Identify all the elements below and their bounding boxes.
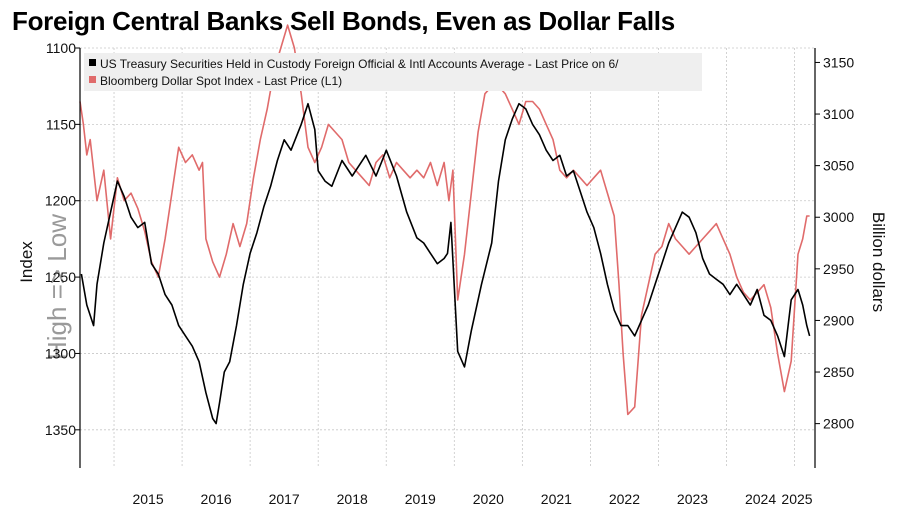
left-axis-ticks: 1100 1150 1200 1250 1300 1350 bbox=[45, 40, 80, 438]
right-tick-label: 3150 bbox=[823, 54, 854, 70]
grid bbox=[80, 47, 815, 468]
x-tick-label: 2024 bbox=[745, 491, 776, 507]
x-axis-ticks: 2015 2016 2017 2018 2019 2020 2021 2022 2023 2024… bbox=[132, 491, 812, 507]
left-axis-label: Index bbox=[17, 241, 36, 283]
right-axis-ticks: 2800 2850 2900 2950 3000 3050 3100 3150 bbox=[815, 54, 854, 432]
right-tick-label: 2950 bbox=[823, 261, 854, 277]
x-tick-label: 2016 bbox=[201, 491, 232, 507]
legend-swatch-treasury bbox=[89, 59, 96, 66]
right-tick-label: 3100 bbox=[823, 106, 854, 122]
right-tick-label: 3050 bbox=[823, 158, 854, 174]
x-tick-label: 2022 bbox=[609, 491, 640, 507]
left-tick-label: 1250 bbox=[45, 269, 76, 285]
chart-title: Foreign Central Banks Sell Bonds, Even a… bbox=[12, 6, 675, 36]
x-tick-label: 2017 bbox=[269, 491, 300, 507]
x-tick-label: 2021 bbox=[541, 491, 572, 507]
legend-entry-treasury: US Treasury Securities Held in Custody F… bbox=[100, 57, 619, 71]
left-tick-label: 1150 bbox=[46, 116, 76, 132]
x-tick-label: 2025 bbox=[781, 491, 812, 507]
legend-background bbox=[84, 53, 702, 91]
x-tick-label: 2015 bbox=[132, 491, 163, 507]
legend: US Treasury Securities Held in Custody F… bbox=[84, 53, 702, 91]
right-tick-label: 2800 bbox=[823, 416, 854, 432]
x-tick-label: 2023 bbox=[677, 491, 708, 507]
right-tick-label: 3000 bbox=[823, 209, 854, 225]
x-tick-label: 2018 bbox=[337, 491, 368, 507]
legend-swatch-dollar bbox=[89, 76, 96, 83]
watermark-label: High => Low bbox=[42, 214, 72, 360]
left-tick-label: 1100 bbox=[46, 40, 76, 56]
left-tick-label: 1300 bbox=[45, 345, 76, 361]
series-line-dollar-index bbox=[79, 24, 810, 416]
left-tick-label: 1350 bbox=[45, 422, 76, 438]
right-tick-label: 2900 bbox=[823, 312, 854, 328]
series-lines bbox=[79, 24, 811, 425]
legend-entry-dollar: Bloomberg Dollar Spot Index - Last Price… bbox=[100, 74, 342, 88]
series-line-treasury-holdings bbox=[80, 102, 811, 425]
right-axis-label: Billion dollars bbox=[869, 212, 888, 312]
left-tick-label: 1200 bbox=[45, 193, 76, 209]
right-tick-label: 2850 bbox=[823, 364, 854, 380]
plot-background bbox=[80, 48, 815, 468]
x-tick-label: 2019 bbox=[405, 491, 436, 507]
x-tick-label: 2020 bbox=[473, 491, 504, 507]
